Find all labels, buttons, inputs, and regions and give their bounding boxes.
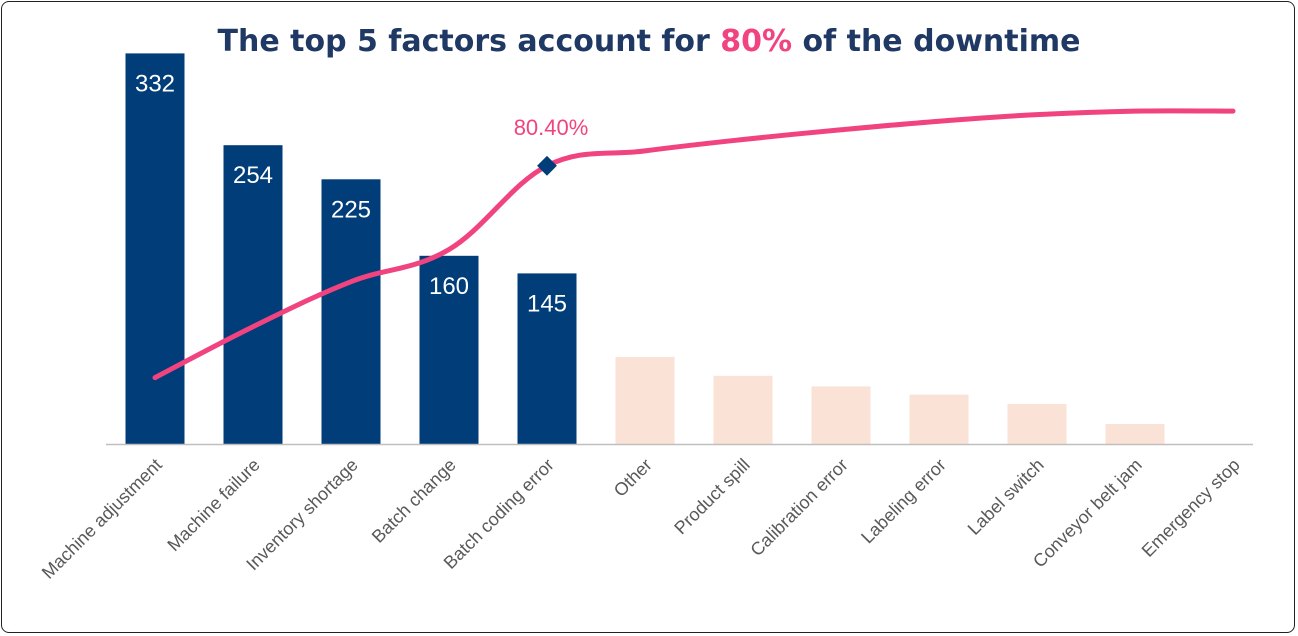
bar-machine-failure (223, 145, 283, 444)
bar-other (615, 356, 675, 444)
bar-conveyor-belt-jam (1105, 424, 1165, 444)
bar-batch-change (419, 255, 479, 444)
category-label: Product spill (670, 455, 753, 538)
annotation-label: 80.40% (514, 115, 589, 140)
bar-batch-coding-error (517, 273, 577, 444)
category-label: Machine failure (163, 455, 263, 555)
bars-group: 332 254 225 160 145 (125, 53, 1165, 445)
category-label: Machine adjustment (38, 455, 166, 583)
annotation-marker (537, 155, 557, 176)
category-label: Label switch (964, 455, 1048, 539)
bar-value-label: 254 (233, 162, 273, 189)
bar-calibration-error (811, 386, 871, 444)
category-label: Batch change (368, 455, 460, 547)
bar-value-label: 160 (429, 273, 469, 300)
bar-inventory-shortage (321, 179, 381, 445)
bar-label-switch (1007, 404, 1067, 444)
title-suffix: of the downtime (792, 24, 1081, 59)
bar-value-label: 225 (331, 196, 371, 223)
title-highlight: 80% (720, 24, 793, 59)
category-label: Inventory shortage (242, 455, 362, 575)
bar-value-label: 145 (527, 290, 567, 317)
cumulative-line (152, 108, 1236, 381)
bar-value-label: 332 (135, 70, 175, 97)
category-label: Other (610, 455, 656, 501)
annotation-group: 80.40% (514, 115, 589, 176)
category-label: Conveyor belt jam (1029, 455, 1146, 572)
category-label: Batch coding error (440, 455, 558, 573)
category-label: Labeling error (857, 455, 950, 548)
bar-machine-adjustment (125, 53, 185, 445)
bar-labeling-error (909, 394, 969, 444)
title-prefix: The top 5 factors account for (217, 24, 721, 59)
category-label: Emergency stop (1138, 455, 1244, 561)
bar-product-spill (713, 375, 773, 444)
chart-title: The top 5 factors account for 80% of the… (0, 24, 1298, 59)
category-label: Calibration error (746, 455, 851, 560)
